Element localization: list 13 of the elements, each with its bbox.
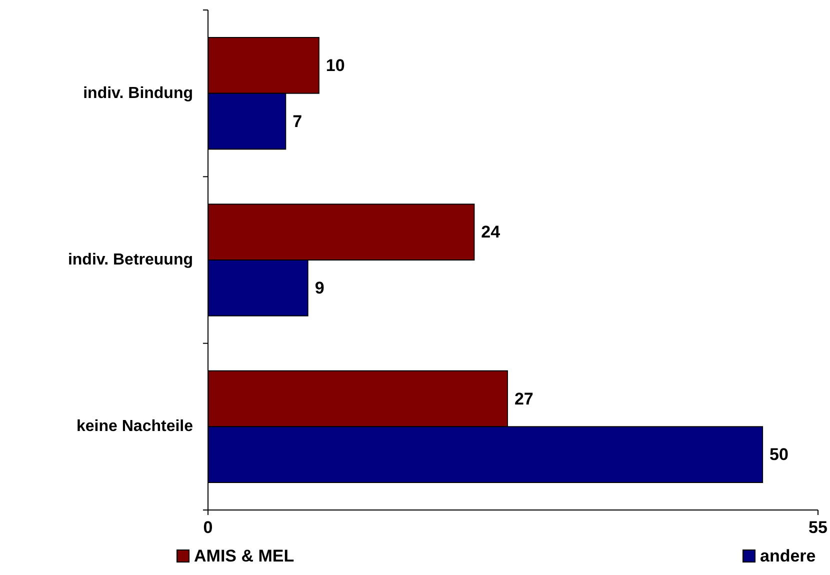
- data-label: 27: [514, 389, 534, 408]
- data-label: 7: [292, 112, 302, 131]
- legend-label: AMIS & MEL: [194, 546, 294, 566]
- x-tick-label: 55: [808, 518, 828, 537]
- data-label: 9: [314, 278, 324, 298]
- y-tick-label: keine Nachteile: [76, 418, 194, 436]
- data-label: 50: [770, 445, 788, 464]
- y-tick-label: indiv. Betreuung: [68, 252, 193, 268]
- data-label: 24: [481, 222, 501, 242]
- x-tick-label: 0: [203, 518, 213, 537]
- legend-label: andere: [760, 546, 816, 566]
- y-tick-label: indiv. Bindung: [83, 84, 193, 102]
- data-label: 10: [326, 56, 345, 75]
